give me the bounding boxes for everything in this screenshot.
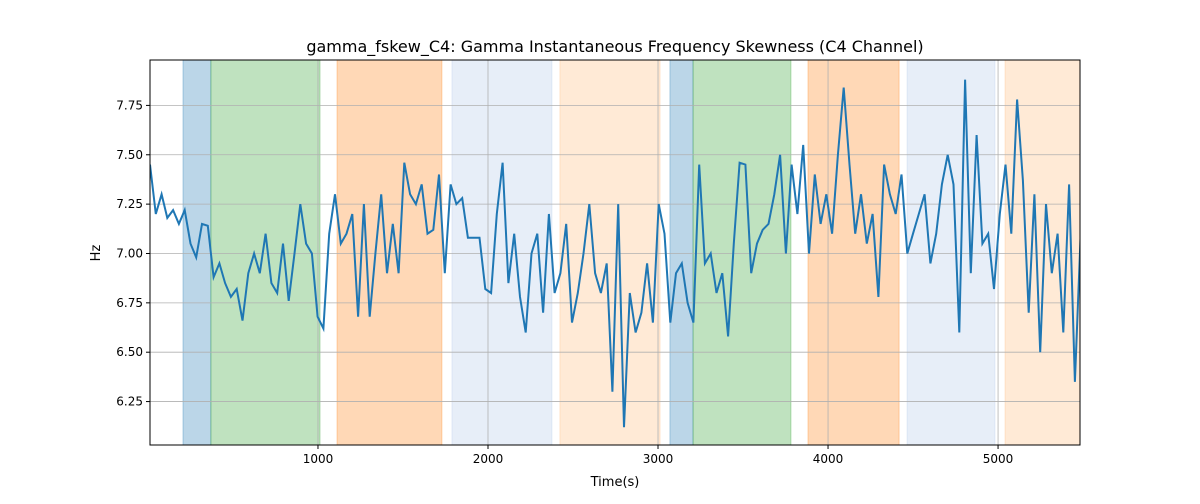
shaded-span [669,59,694,446]
shaded-span [451,59,553,446]
y-tick-label: 6.25 [116,395,143,409]
y-tick-label: 6.75 [116,296,143,310]
x-tick-label: 3000 [643,452,674,466]
x-tick-label: 4000 [813,452,844,466]
shaded-span [807,59,900,446]
x-tick-label: 2000 [473,452,504,466]
y-tick-label: 6.50 [116,345,143,359]
shaded-span [559,59,661,446]
chart-title: gamma_fskew_C4: Gamma Instantaneous Freq… [306,37,923,57]
shaded-span [906,59,996,446]
y-tick-label: 7.75 [116,98,143,112]
data-line [150,79,1080,428]
y-tick-label: 7.25 [116,197,143,211]
shaded-span [210,59,321,446]
shaded-span [1004,59,1081,446]
x-tick-label: 5000 [983,452,1014,466]
y-tick-label: 7.50 [116,148,143,162]
axes-frame [149,59,1081,446]
y-axis-label: Hz [89,245,104,262]
x-tick-label: 1000 [303,452,334,466]
shaded-span [692,59,792,446]
x-axis-label: Time(s) [590,475,640,490]
y-tick-label: 7.00 [116,246,143,260]
